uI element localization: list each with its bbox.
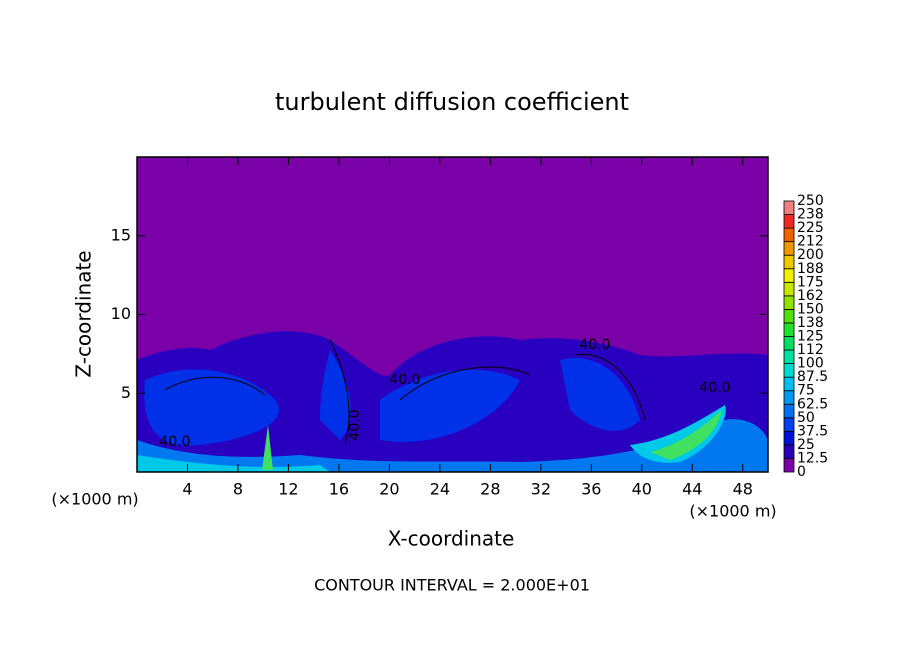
- colorbar-label: 162: [797, 288, 824, 304]
- colorbar-label: 75: [797, 383, 815, 399]
- x-tick-label: 24: [430, 480, 450, 499]
- x-tick-label: 8: [233, 480, 243, 499]
- colorbar-label: 87.5: [797, 369, 828, 385]
- colorbar-bin: [783, 430, 795, 446]
- colorbar-label: 138: [797, 315, 824, 331]
- colorbar-label: 25: [797, 437, 815, 453]
- colorbar-label: 100: [797, 356, 824, 372]
- x-tick-label: 40: [632, 480, 652, 499]
- x-unit-label: (×1000 m): [51, 490, 138, 509]
- field: [137, 331, 768, 472]
- colorbar-label: 125: [797, 329, 824, 345]
- colorbar-bin: [783, 227, 795, 243]
- colorbar-label: 37.5: [797, 423, 828, 439]
- x-tick-label: 12: [278, 480, 298, 499]
- x-tick-label: 32: [531, 480, 551, 499]
- colorbar-label: 50: [797, 410, 815, 426]
- colorbar-bin: [783, 200, 795, 215]
- colorbar-bin: [783, 363, 795, 378]
- colorbar-bin: [783, 214, 795, 229]
- x-tick-label: 20: [379, 480, 399, 499]
- colorbar-bin: [783, 349, 795, 364]
- y-axis-label: Z-coordinate: [72, 250, 96, 377]
- colorbar-label: 250: [797, 193, 824, 209]
- contour-label: 40.0: [347, 409, 363, 440]
- y-tick-label: 15: [111, 225, 131, 244]
- colorbar-bin: [783, 458, 795, 473]
- colorbar-label: 112: [797, 342, 824, 358]
- chart-title: turbulent diffusion coefficient: [275, 88, 629, 116]
- x-tick-label: 28: [480, 480, 500, 499]
- colorbar-label: 62.5: [797, 396, 828, 412]
- y-tick-label: 10: [111, 304, 131, 323]
- colorbar-bin: [783, 295, 795, 310]
- colorbar-label: 200: [797, 247, 824, 263]
- contour-label: 40.0: [159, 434, 190, 450]
- colorbar-bin: [783, 444, 795, 459]
- contour-label: 40.0: [699, 380, 730, 396]
- colorbar-bin: [783, 390, 795, 405]
- x-tick-label: 16: [329, 480, 349, 499]
- colorbar-label: 188: [797, 261, 824, 277]
- x-tick-label: 44: [682, 480, 702, 499]
- colorbar-label: 175: [797, 274, 824, 290]
- colorbar-bin: [783, 254, 795, 270]
- x-tick-label: 36: [581, 480, 601, 499]
- colorbar-label: 150: [797, 301, 824, 317]
- colorbar-bin: [783, 336, 795, 351]
- colorbar-bin: [783, 268, 795, 283]
- colorbar-bin: [783, 322, 795, 337]
- colorbar-bin: [783, 241, 795, 256]
- footer: CONTOUR INTERVAL = 2.000E+01: [314, 576, 590, 595]
- x-tick-label: 48: [733, 480, 753, 499]
- colorbar-bin: [783, 376, 795, 392]
- x-tick-label: 4: [182, 480, 192, 499]
- colorbar-bin: [783, 403, 795, 419]
- colorbar-label: 12.5: [797, 450, 828, 466]
- colorbar-bin: [783, 417, 795, 432]
- x-axis-label: X-coordinate: [388, 527, 515, 551]
- contour-label: 40.0: [579, 337, 610, 353]
- y-unit-label: (×1000 m): [689, 502, 776, 521]
- colorbar-bin: [783, 308, 795, 324]
- colorbar-label: 225: [797, 220, 824, 236]
- colorbar-label: 238: [797, 207, 824, 223]
- y-tick-label: 5: [121, 383, 131, 402]
- colorbar-label: 212: [797, 234, 824, 250]
- contour-label: 40.0: [389, 372, 420, 388]
- colorbar-label: 0: [797, 464, 806, 480]
- colorbar-bin: [783, 281, 795, 297]
